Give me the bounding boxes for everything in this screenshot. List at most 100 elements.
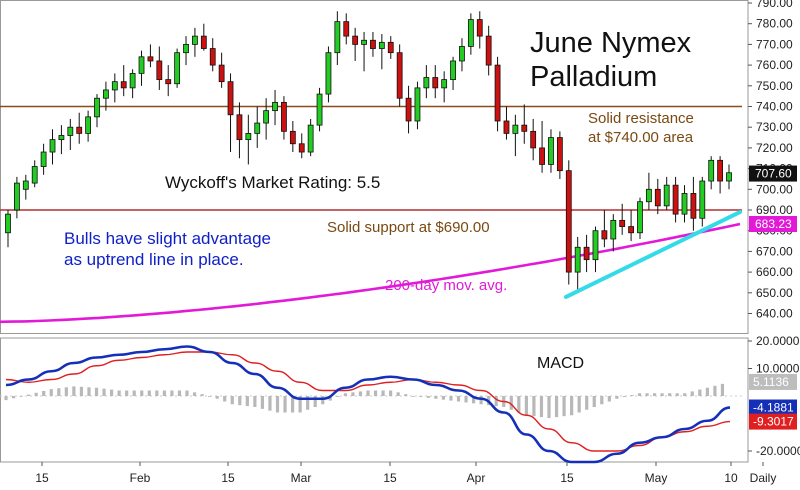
candle-body: [298, 143, 305, 153]
macd-histogram-bar: [185, 390, 189, 396]
candle-body: [316, 93, 323, 126]
x-axis-label: Daily: [750, 471, 777, 485]
candle-body: [521, 124, 528, 132]
price-tick-label: 780.00: [756, 17, 793, 31]
chart-title-line-2: Palladium: [530, 61, 658, 93]
macd-panel-frame: [0, 337, 749, 463]
macd-histogram-bar: [554, 396, 559, 418]
macd-histogram-bar: [19, 396, 23, 397]
candle-body: [156, 60, 163, 80]
macd-histogram-bar: [607, 396, 611, 402]
candle-body: [120, 81, 127, 89]
candle-body: [307, 124, 314, 153]
candle-body: [209, 48, 216, 66]
macd-histogram-bar: [652, 393, 657, 396]
macd-value-badge-label: -9.3017: [753, 415, 794, 429]
candle-body: [654, 188, 661, 207]
x-axis-label: Apr: [467, 471, 486, 485]
price-tick-label: 720.00: [756, 141, 793, 155]
candle-body: [85, 116, 92, 134]
macd-histogram-bar: [705, 387, 709, 396]
macd-histogram-bar: [245, 396, 249, 407]
macd-histogram-bar: [140, 390, 144, 396]
macd-title: MACD: [537, 355, 585, 372]
candle-body: [272, 101, 278, 112]
candle-body: [548, 137, 554, 165]
candle-body: [103, 89, 109, 99]
candle-body: [218, 64, 225, 83]
candle-body: [414, 87, 421, 122]
candle-body: [476, 19, 483, 37]
candle-body: [129, 72, 136, 89]
macd-histogram-bar: [4, 396, 8, 401]
x-axis-label: May: [645, 471, 668, 485]
candle-body: [289, 130, 296, 145]
candle-body: [192, 35, 198, 45]
price-badge-label: 707.60: [755, 167, 792, 181]
macd-histogram-bar: [698, 389, 702, 396]
candle-body: [494, 64, 501, 122]
candle-body: [236, 114, 243, 141]
bulls-annotation-line-2: as uptrend line in place.: [64, 250, 244, 269]
candle-body: [574, 246, 581, 273]
x-axis-label: 15: [560, 471, 574, 485]
candle-body: [76, 126, 83, 134]
macd-histogram-bar: [290, 396, 295, 413]
macd-histogram-bar: [27, 394, 31, 396]
macd-histogram-bar: [600, 396, 604, 405]
candle-body: [565, 170, 572, 273]
macd-histogram-bar: [532, 396, 536, 417]
candle-body: [370, 39, 376, 49]
macd-histogram-bar: [223, 396, 227, 402]
macd-histogram-bar: [585, 396, 589, 410]
x-axis-label: 15: [35, 471, 49, 485]
candle-body: [405, 97, 412, 122]
macd-signal-line: [5, 351, 731, 452]
chart-title: June Nymex Palladium: [530, 26, 691, 94]
macd-histogram-bar: [637, 393, 642, 396]
macd-histogram-bar: [509, 396, 513, 410]
macd-histogram-bar: [253, 396, 257, 407]
macd-histogram-bar: [366, 390, 370, 396]
candle-body: [592, 230, 599, 261]
price-tick-label: 740.00: [756, 100, 793, 114]
macd-histogram-bar: [125, 390, 129, 396]
macd-line: [5, 345, 731, 464]
macd-value-badge: [749, 373, 797, 390]
support-annotation: Solid support at $690.00: [327, 219, 490, 236]
candle-body: [200, 35, 207, 49]
macd-histogram-bar: [155, 390, 159, 396]
macd-histogram-bar: [102, 388, 106, 396]
macd-histogram-bar: [230, 396, 234, 405]
macd-histogram-bar: [592, 396, 596, 407]
macd-histogram-bar: [34, 392, 38, 396]
macd-histogram-bar: [268, 396, 272, 411]
candle-body: [378, 41, 385, 49]
price-tick-label: 770.00: [756, 37, 793, 51]
macd-histogram-bar: [343, 393, 347, 396]
macd-histogram-bar: [132, 390, 136, 396]
macd-value-badge-label: -4.1881: [753, 401, 794, 415]
candle-body: [637, 201, 643, 234]
macd-histogram-bar: [79, 386, 84, 396]
moving-average-line: [0, 222, 741, 324]
price-tick-label: 730.00: [756, 120, 793, 134]
macd-histogram-bar: [49, 389, 53, 396]
macd-histogram-bar: [298, 396, 302, 413]
x-axis-label: 15: [383, 471, 397, 485]
macd-histogram-bar: [434, 396, 438, 399]
macd-histogram-bar: [660, 393, 664, 396]
resistance-annotation-line-1: Solid resistance: [588, 110, 694, 127]
macd-histogram-bar: [336, 396, 340, 397]
price-tick-label: 690.00: [756, 203, 793, 217]
candle-body: [432, 77, 439, 89]
candle-body: [40, 151, 47, 167]
macd-histogram-bar: [351, 392, 355, 396]
macd-histogram-bar: [208, 396, 212, 397]
candle-body: [459, 46, 465, 62]
candle-body: [387, 41, 394, 54]
macd-histogram-bar: [260, 396, 265, 409]
candle-body: [539, 147, 545, 165]
macd-histogram-bar: [283, 396, 287, 413]
macd-histogram-bar: [64, 387, 68, 396]
